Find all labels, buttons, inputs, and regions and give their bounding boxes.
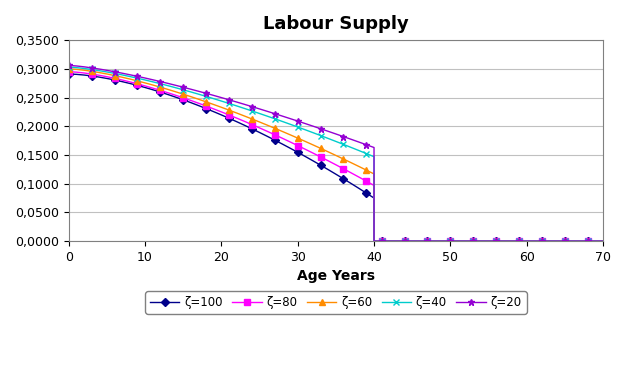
ζ=80	[370, 183, 377, 188]
ζ=20	[599, 239, 607, 243]
ζ=100	[141, 85, 149, 90]
ζ=40	[370, 154, 377, 159]
ζ=80	[195, 101, 202, 105]
ζ=100	[431, 239, 439, 243]
ζ=40	[195, 92, 202, 96]
Line: ζ=60: ζ=60	[66, 66, 606, 244]
Line: ζ=100: ζ=100	[66, 71, 606, 244]
ζ=40	[65, 65, 73, 69]
ζ=100	[370, 239, 377, 243]
Line: ζ=20: ζ=20	[65, 62, 607, 244]
ζ=80	[408, 239, 416, 243]
ζ=60	[141, 81, 149, 85]
ζ=60	[370, 172, 377, 176]
ζ=80	[141, 84, 149, 88]
Line: ζ=40: ζ=40	[65, 64, 607, 244]
ζ=40	[431, 239, 439, 243]
ζ=40	[370, 239, 377, 243]
Legend: ζ=100, ζ=80, ζ=60, ζ=40, ζ=20: ζ=100, ζ=80, ζ=60, ζ=40, ζ=20	[145, 291, 526, 314]
ζ=20	[195, 89, 202, 94]
ζ=20	[248, 104, 255, 109]
X-axis label: Age Years: Age Years	[297, 269, 375, 283]
ζ=40	[248, 109, 255, 113]
ζ=40	[599, 239, 607, 243]
ζ=60	[195, 97, 202, 102]
Title: Labour Supply: Labour Supply	[263, 15, 409, 33]
ζ=80	[65, 69, 73, 74]
ζ=100	[370, 196, 377, 200]
ζ=60	[599, 239, 607, 243]
ζ=20	[431, 239, 439, 243]
ζ=20	[408, 239, 416, 243]
ζ=80	[599, 239, 607, 243]
ζ=60	[65, 67, 73, 71]
ζ=20	[141, 76, 149, 80]
ζ=80	[431, 239, 439, 243]
ζ=100	[195, 103, 202, 108]
ζ=80	[248, 122, 255, 127]
ζ=20	[370, 145, 377, 150]
ζ=20	[65, 63, 73, 68]
ζ=60	[408, 239, 416, 243]
ζ=40	[408, 239, 416, 243]
ζ=40	[141, 78, 149, 82]
ζ=100	[408, 239, 416, 243]
Line: ζ=80: ζ=80	[66, 69, 606, 244]
ζ=80	[370, 239, 377, 243]
ζ=60	[370, 239, 377, 243]
ζ=100	[248, 127, 255, 131]
ζ=100	[65, 72, 73, 76]
ζ=20	[370, 239, 377, 243]
ζ=60	[431, 239, 439, 243]
ζ=60	[248, 117, 255, 121]
ζ=100	[599, 239, 607, 243]
